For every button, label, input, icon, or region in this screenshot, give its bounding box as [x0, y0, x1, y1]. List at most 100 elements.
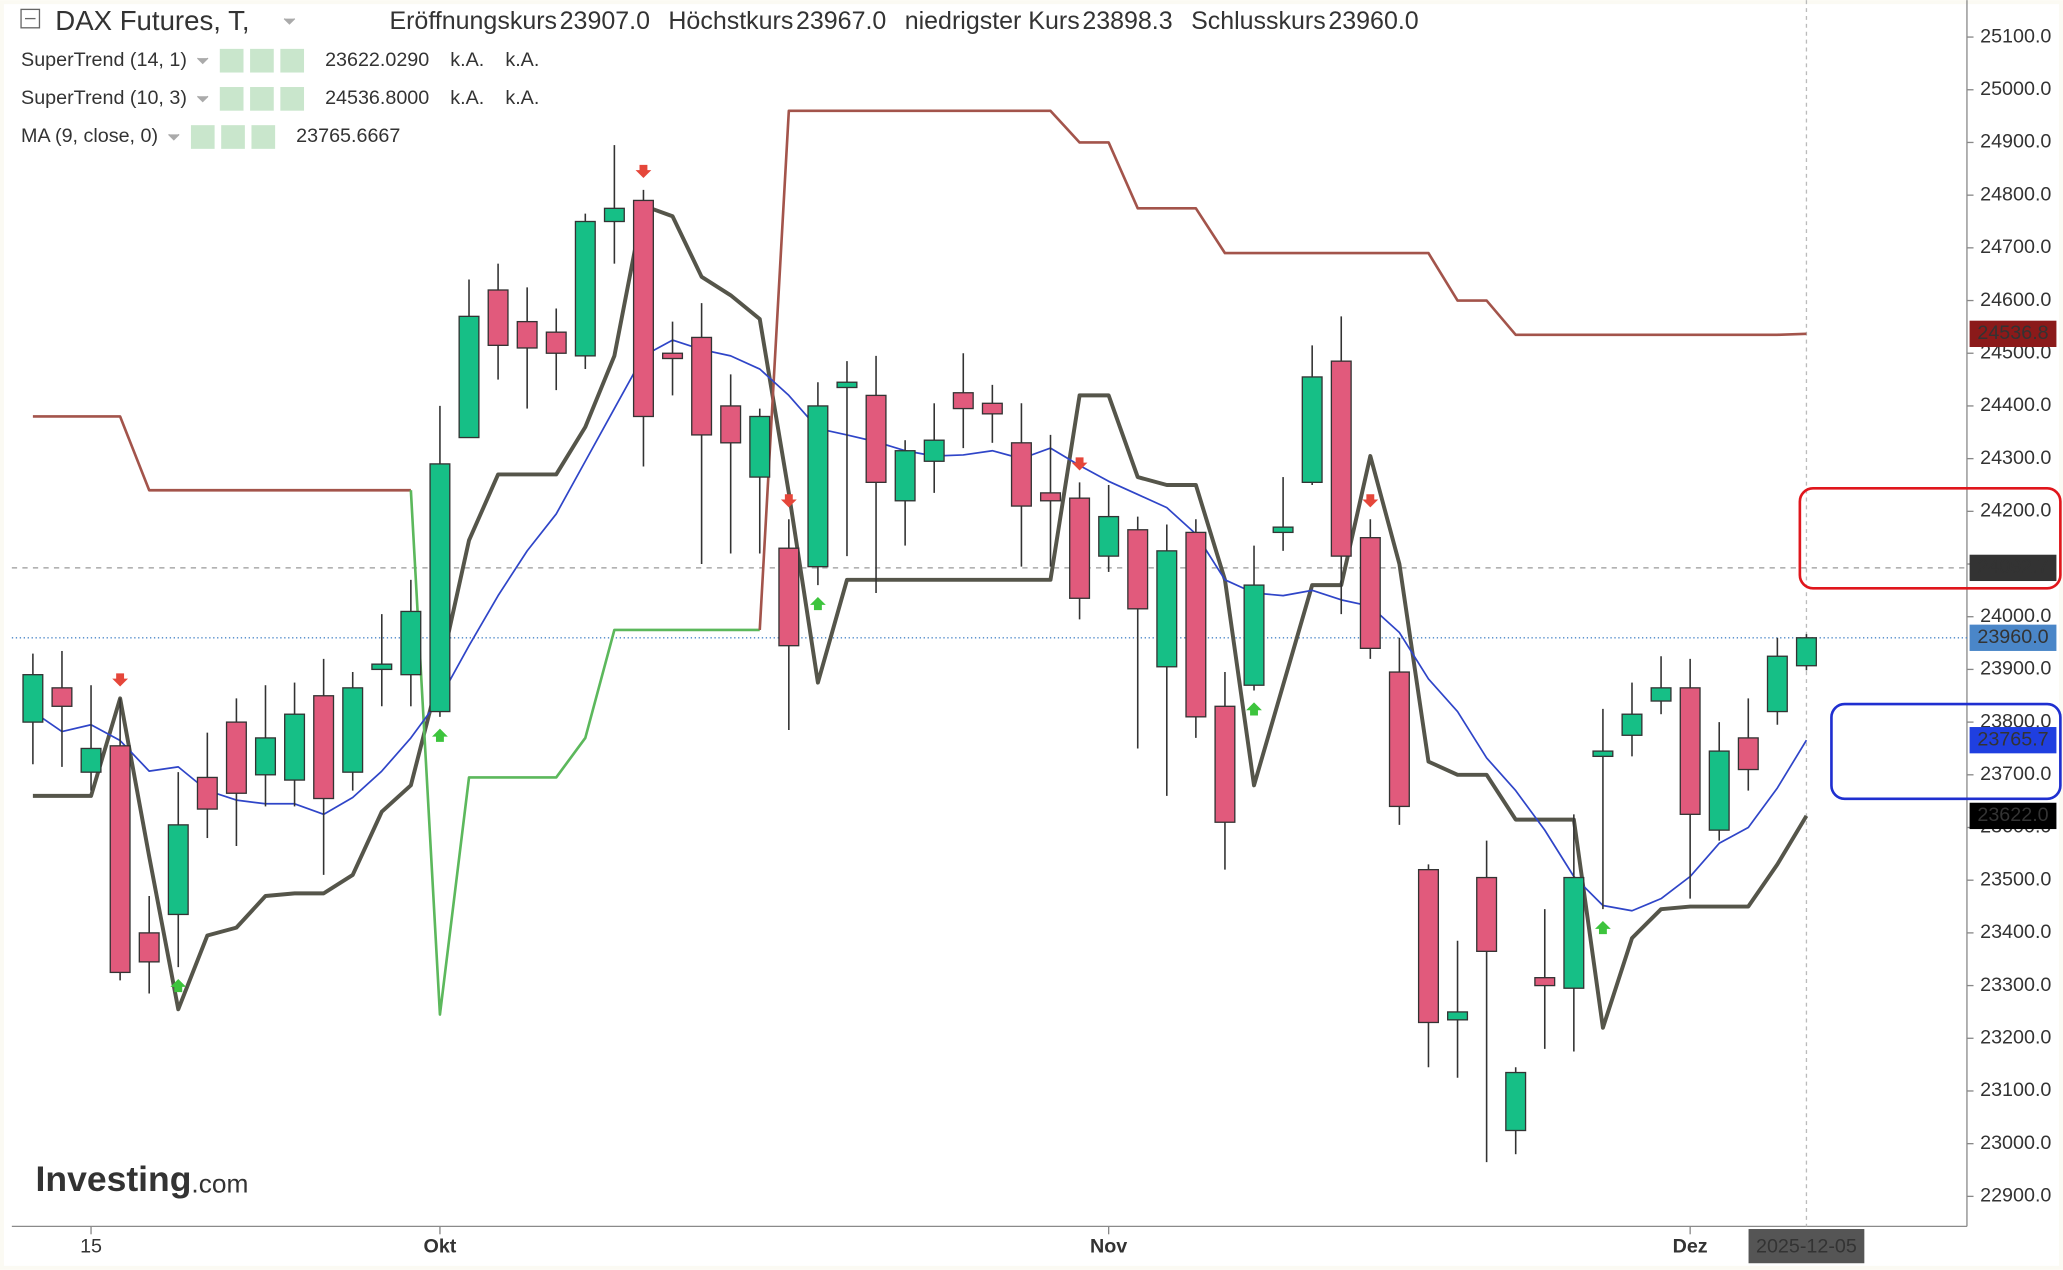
y-tick-label: 23800.0 — [1980, 710, 2051, 732]
y-tick-label: 24800.0 — [1980, 183, 2051, 205]
supertrend-line — [409, 490, 760, 1016]
legend-caret — [196, 95, 209, 103]
stat-label: Höchstkurs — [668, 7, 793, 35]
y-tick-label: 24600.0 — [1980, 289, 2051, 311]
y-tick-label: 23700.0 — [1980, 763, 2051, 785]
stat-value: 23898.3 — [1082, 7, 1172, 35]
watermark: Investing — [36, 1159, 192, 1199]
collapse-icon[interactable] — [20, 8, 41, 29]
y-tick-label: 24300.0 — [1980, 447, 2051, 469]
y-tick-label: 23300.0 — [1980, 974, 2051, 996]
legend-icon[interactable] — [251, 125, 276, 149]
candle-body — [109, 745, 131, 974]
legend-icon[interactable] — [190, 125, 215, 149]
legend-icon[interactable] — [280, 87, 305, 111]
highlight-box-blue — [1830, 702, 2062, 801]
candle-body — [1679, 687, 1701, 815]
candle-body — [1621, 713, 1643, 736]
legend-name: SuperTrend (10, 3) — [21, 87, 187, 109]
candle-body — [574, 220, 596, 357]
candle-body — [1708, 750, 1730, 831]
x-tick-label: Dez — [1673, 1236, 1708, 1258]
x-tick-label: Nov — [1090, 1236, 1127, 1258]
candle-body — [1505, 1071, 1527, 1132]
candle-body — [778, 547, 800, 647]
candle-body — [1476, 876, 1498, 952]
stat-label: Schlusskurs — [1191, 7, 1326, 35]
candle-body — [1766, 655, 1788, 713]
legend-note: k.A. — [450, 49, 484, 71]
legend-icon[interactable] — [221, 125, 245, 149]
candle-body — [836, 381, 858, 389]
candle-body — [1534, 977, 1556, 987]
highlight-box-red — [1798, 486, 2062, 590]
price-tag — [1969, 802, 2057, 830]
legend-value: 23765.6667 — [296, 125, 400, 147]
candle-body — [313, 695, 335, 800]
sell-signal — [1362, 494, 1379, 508]
legend-note: k.A. — [450, 87, 484, 109]
candle-body — [632, 199, 654, 418]
watermark-suffix: .com — [191, 1169, 248, 1199]
candle-body — [865, 394, 887, 484]
candle-body — [603, 207, 625, 223]
candle-body — [80, 747, 102, 773]
moving-average-line — [32, 339, 1808, 912]
candle-body — [1650, 687, 1672, 702]
candle-body — [342, 687, 364, 773]
legend-icon[interactable] — [250, 48, 274, 73]
legend-value: 23622.0290 — [325, 49, 429, 71]
buy-signal — [432, 728, 448, 742]
canvas — [3, 4, 2060, 1266]
legend-icon[interactable] — [280, 48, 305, 73]
candle-body — [1272, 526, 1294, 534]
supertrend-line — [32, 415, 411, 492]
candle-body — [1069, 497, 1091, 599]
legend-note: k.A. — [505, 87, 539, 109]
legend-caret — [196, 57, 209, 65]
candle-body — [1039, 492, 1062, 502]
legend-icon[interactable] — [219, 87, 244, 111]
x-tick-label: Okt — [423, 1236, 456, 1258]
y-tick-label: 25000.0 — [1980, 78, 2051, 100]
candle-body — [981, 402, 1003, 415]
y-tick-label: 24900.0 — [1980, 131, 2051, 153]
dropdown-caret[interactable] — [283, 18, 296, 25]
candle-body — [1127, 529, 1149, 610]
candle-body — [458, 315, 480, 439]
candle-body — [254, 737, 277, 776]
legend-value: 24536.8000 — [325, 87, 429, 109]
candle-body — [1417, 868, 1439, 1024]
legend-note: k.A. — [505, 49, 539, 71]
legend-caret — [168, 133, 180, 141]
supertrend-line — [32, 203, 1809, 1030]
candle-body — [1243, 584, 1265, 686]
price-tag — [1969, 624, 2057, 651]
candle-body — [749, 415, 771, 478]
candle-body — [1010, 442, 1032, 507]
price-tag-label: 23765.7 — [1977, 728, 2048, 750]
stat-label: niedrigster Kurs — [905, 7, 1080, 35]
price-tag — [1969, 727, 2057, 754]
candle-body — [51, 687, 73, 707]
legend-icon[interactable] — [250, 87, 274, 111]
candle-body — [662, 352, 684, 360]
price-tag-label: 24536.8 — [1977, 322, 2048, 344]
y-tick-label: 23000.0 — [1980, 1132, 2051, 1154]
y-tick-label: 23100.0 — [1980, 1079, 2051, 1101]
y-tick-label: 23200.0 — [1980, 1026, 2051, 1048]
y-tick-label: 24700.0 — [1980, 236, 2051, 258]
candle-body — [167, 824, 189, 916]
stat-label: Eröffnungskurs — [389, 7, 557, 35]
chart-title: DAX Futures, T, — [55, 5, 249, 36]
sell-signal — [780, 494, 797, 508]
price-tag — [1969, 554, 2057, 582]
candle-body — [400, 610, 422, 676]
candle-body — [371, 663, 393, 671]
candle-body — [138, 932, 160, 963]
price-tag-label: 23960.0 — [1977, 626, 2048, 648]
supertrend-line — [758, 109, 1807, 630]
legend-icon[interactable] — [219, 48, 244, 73]
